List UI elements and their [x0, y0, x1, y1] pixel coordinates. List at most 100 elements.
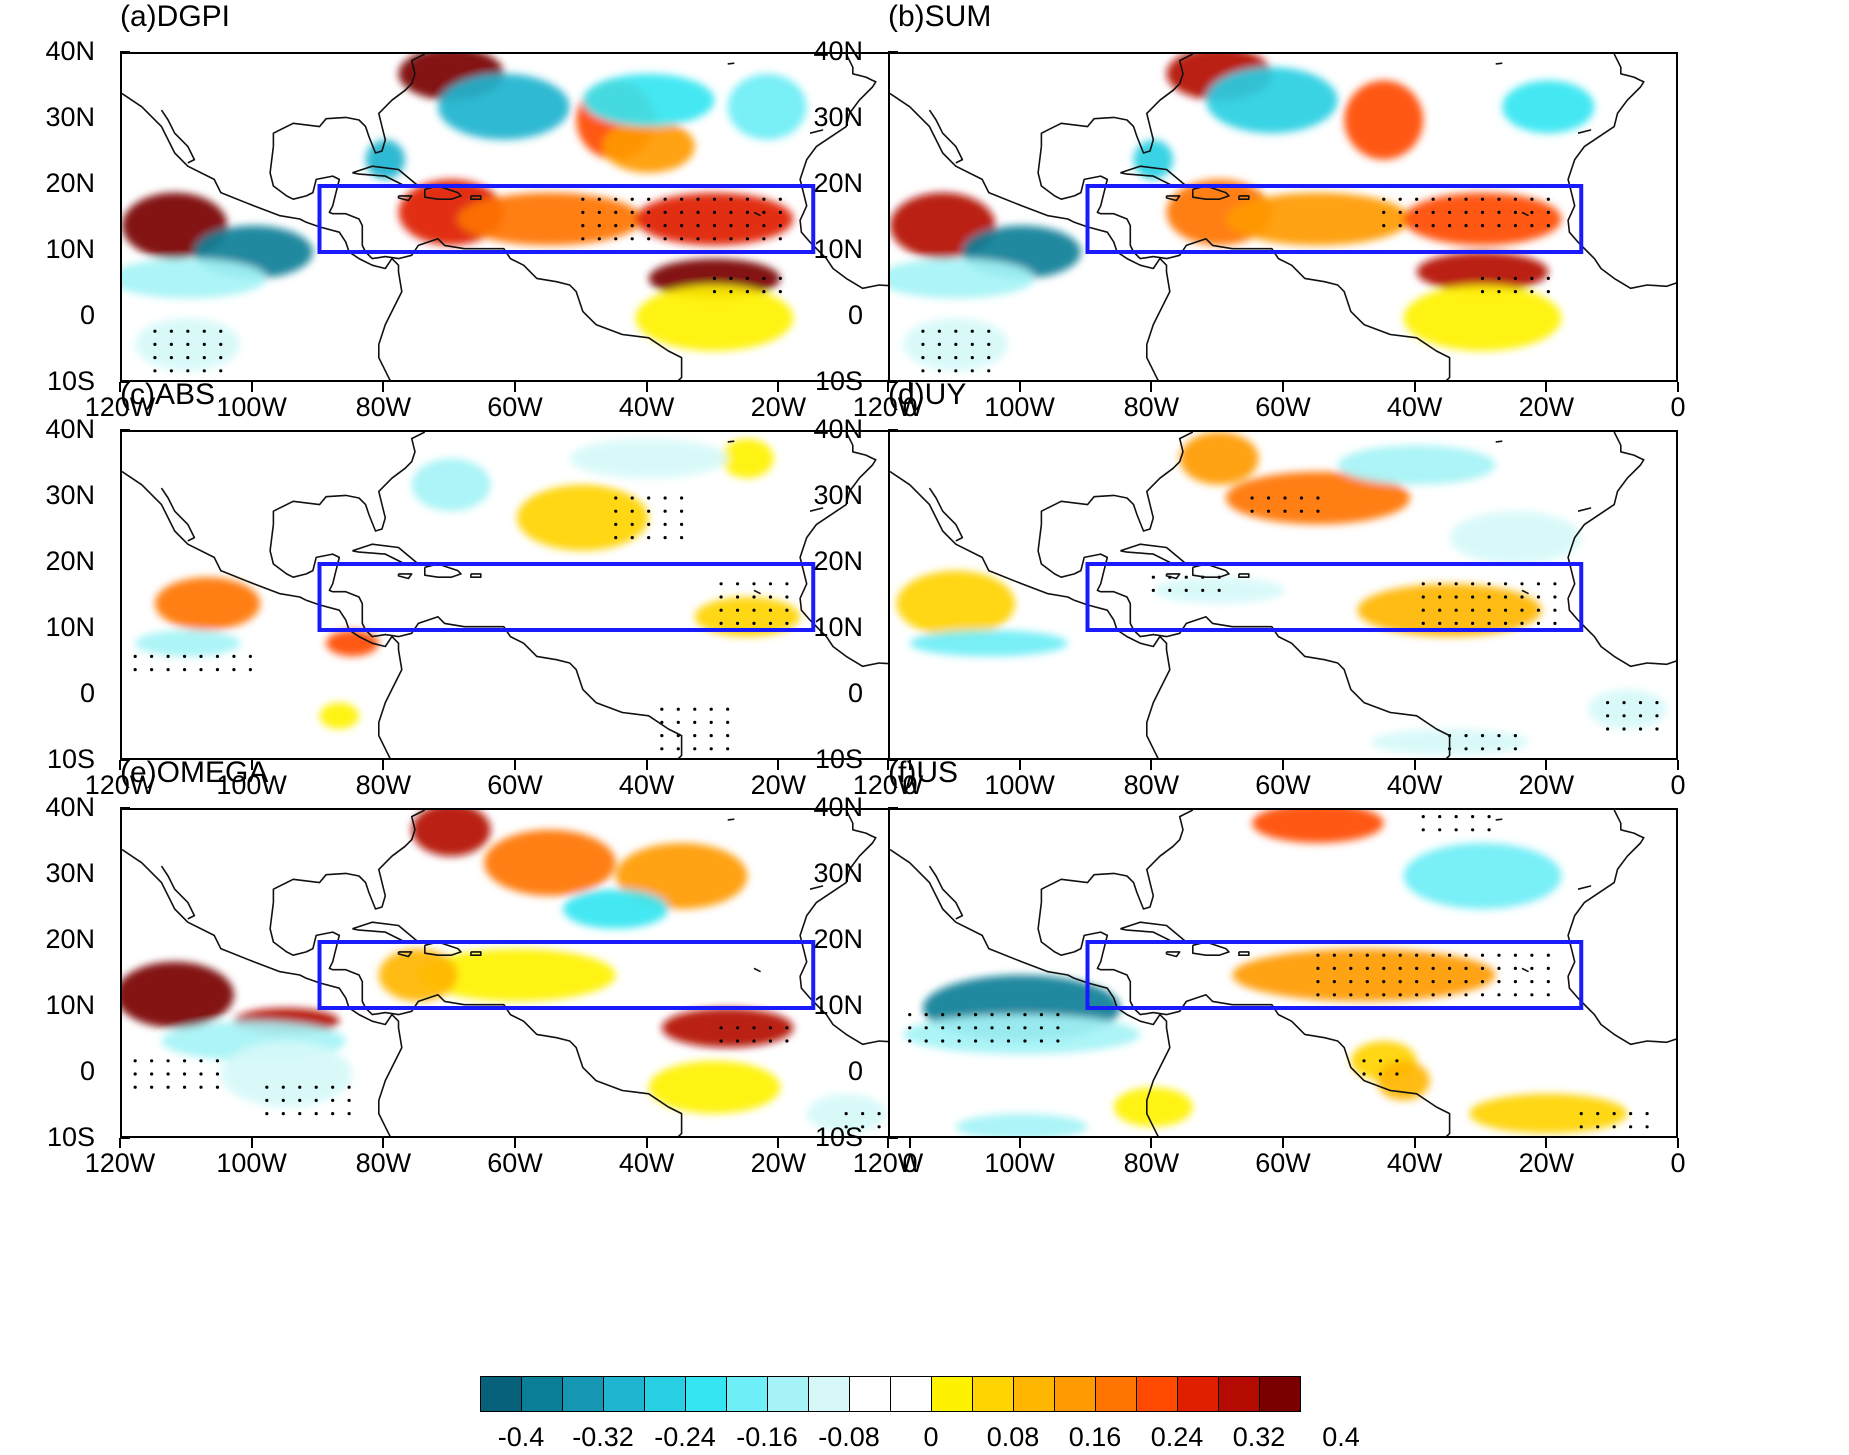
stipple-dot [1447, 966, 1452, 970]
stipple-dot [199, 1085, 203, 1089]
stipple-dot [1398, 966, 1402, 970]
y-tick-label: 10N [45, 612, 95, 642]
x-tick-label: 0 [1670, 770, 1686, 800]
stipple-dot [219, 342, 223, 346]
x-tick-label: 120W [84, 770, 156, 800]
anomaly-patch [1337, 445, 1496, 485]
stipple-dot [696, 210, 700, 214]
stipple-dot [663, 197, 667, 201]
stipple-dot [679, 224, 684, 228]
stipple-dot [1421, 621, 1425, 625]
stipple-dot [1332, 980, 1336, 984]
stipple-dot [1536, 595, 1541, 599]
coastline-segment [160, 109, 196, 164]
stipple-dot [1622, 714, 1626, 718]
coastline [122, 810, 908, 1136]
y-tick-label: 40N [813, 414, 863, 444]
stipple-dot [202, 369, 206, 373]
stipple-dot [581, 210, 585, 214]
anomaly-patch [484, 829, 616, 896]
x-tick [1677, 760, 1679, 770]
stipple-dot [597, 210, 601, 214]
stipple-dot [1398, 993, 1402, 997]
anomaly-field [896, 432, 1667, 756]
anomaly-patch [648, 1060, 781, 1114]
anomaly-patch [602, 120, 695, 173]
stipple-dot [712, 276, 717, 280]
y-tick [888, 1137, 898, 1139]
panel-title: (e)OMEGA [120, 756, 269, 789]
stipple-dot [729, 197, 733, 201]
coastline-segment [1165, 195, 1181, 202]
colorbar-label: 0.16 [1068, 1422, 1122, 1452]
anomaly-patch [517, 484, 649, 551]
stipple-dot [614, 197, 618, 201]
stipple-dot [215, 654, 220, 658]
stipple-dot [752, 621, 756, 625]
stipple-dot [1382, 224, 1386, 228]
stipple-dot [166, 1085, 170, 1089]
x-tick [250, 1138, 253, 1148]
stipple-dot [719, 1039, 723, 1043]
x-tick-label: 40W [1386, 770, 1443, 800]
anomaly-patch [154, 577, 261, 630]
colorbar-swatch [1054, 1376, 1096, 1412]
stipple-dot [1655, 714, 1659, 718]
stipple-dot [719, 582, 723, 586]
stipple-dot [1438, 815, 1442, 819]
stipple-dot [924, 1013, 928, 1017]
anomaly-field [890, 54, 1595, 371]
map-svg [122, 54, 908, 380]
stipple-dot [1480, 747, 1485, 751]
y-tick-label: 40N [813, 36, 863, 66]
stipple-dot [1536, 621, 1541, 625]
stipple-dot [957, 1039, 961, 1043]
y-tick-label: 0 [847, 300, 863, 330]
anomaly-patch [1377, 1060, 1430, 1101]
stipple-dot [712, 224, 717, 228]
stipple-dot [1398, 210, 1402, 214]
stipple-dot [1349, 993, 1353, 997]
stipple-dot [1471, 582, 1475, 586]
y-tick-label: 40N [45, 414, 95, 444]
stipple-dot [630, 237, 634, 241]
coastline-segment [1495, 62, 1503, 65]
stipple-dot [1151, 588, 1155, 592]
stipple-dot [1023, 1039, 1027, 1043]
stipple-dot [1497, 980, 1501, 984]
y-tick-label: 30N [813, 480, 863, 510]
stipple-dot [597, 224, 601, 228]
stipple-dot [660, 734, 664, 738]
significance-stipple [908, 815, 1649, 1129]
stipple-dot [1471, 621, 1475, 625]
stipple-dot [726, 734, 730, 738]
stipple-dot [1513, 276, 1518, 280]
stipple-dot [186, 342, 190, 346]
stipple-dot [1006, 1013, 1011, 1017]
stipple-dot [1605, 714, 1610, 718]
stipple-dot [1039, 1013, 1044, 1017]
stipple-dot [1349, 953, 1353, 957]
stipple-dot [153, 369, 157, 373]
x-tick-label: 40W [618, 392, 675, 422]
colorbar-swatch [685, 1376, 727, 1412]
stipple-dot [908, 1039, 912, 1043]
anomaly-patch [1587, 689, 1667, 729]
stipple-dot [954, 329, 958, 333]
stipple-dot [719, 608, 723, 612]
stipple-dot [1438, 595, 1442, 599]
anomaly-patch [582, 73, 715, 127]
stipple-dot [1530, 210, 1534, 214]
stipple-dot [908, 1026, 912, 1030]
coastline-segment [1238, 951, 1250, 956]
stipple-dot [1464, 210, 1468, 214]
stipple-dot [1487, 582, 1491, 586]
anomaly-patch [378, 948, 458, 1002]
panel-f: (f)US 40N 30N 20N 10N 0 10S 120W 100W 80W 60W 40W 20… [768, 756, 1685, 1196]
stipple-dot [1454, 582, 1458, 586]
stipple-dot [150, 1059, 154, 1063]
x-tick [909, 760, 911, 770]
coastline-segment [799, 432, 908, 668]
colorbar-swatch [521, 1376, 563, 1412]
colorbar-swatch [1218, 1376, 1260, 1412]
